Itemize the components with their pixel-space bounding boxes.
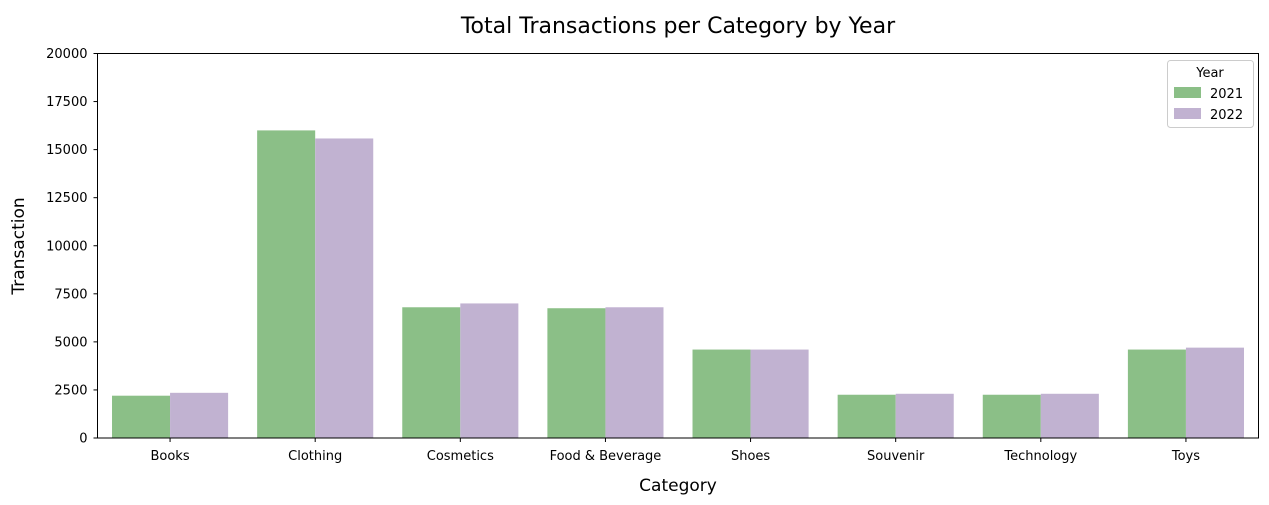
x-tick-label-cosmetics: Cosmetics bbox=[427, 449, 494, 464]
bar-cosmetics-2021 bbox=[402, 307, 461, 438]
y-tick-label: 20000 bbox=[46, 47, 87, 62]
y-tick-label: 17500 bbox=[46, 95, 87, 110]
bar-clothing-2021 bbox=[257, 130, 316, 438]
y-tick-label: 5000 bbox=[54, 335, 87, 350]
x-tick-label-shoes: Shoes bbox=[731, 449, 770, 464]
bar-technology-2021 bbox=[982, 394, 1041, 438]
bar-cosmetics-2022 bbox=[460, 303, 519, 438]
bar-technology-2022 bbox=[1040, 393, 1099, 438]
bar-toys-2021 bbox=[1127, 349, 1186, 438]
y-tick-label: 7500 bbox=[54, 287, 87, 302]
legend-label-2022: 2022 bbox=[1210, 108, 1243, 123]
y-tick-label: 0 bbox=[79, 432, 87, 447]
legend-swatch-2022 bbox=[1174, 108, 1201, 119]
bar-clothing-2022 bbox=[315, 138, 374, 438]
x-tick-label-souvenir: Souvenir bbox=[867, 449, 925, 464]
y-axis-ticks: 0 2500 5000 7500 10000 12500 15000 17500 20000 bbox=[46, 47, 98, 447]
y-tick-label: 12500 bbox=[46, 191, 87, 206]
x-tick-label-clothing: Clothing bbox=[288, 449, 342, 464]
bar-books-2022 bbox=[170, 392, 229, 438]
chart-title: Total Transactions per Category by Year bbox=[460, 14, 896, 39]
x-tick-label-food-and-beverage: Food & Beverage bbox=[550, 449, 662, 464]
legend-swatch-2021 bbox=[1174, 87, 1201, 98]
x-axis-label: Category bbox=[639, 476, 717, 496]
bar-food-and-beverage-2022 bbox=[605, 307, 664, 438]
bar-food-and-beverage-2021 bbox=[547, 308, 606, 438]
bar-books-2021 bbox=[112, 395, 171, 438]
legend-label-2021: 2021 bbox=[1210, 87, 1243, 102]
y-tick-label: 10000 bbox=[46, 239, 87, 254]
y-tick-label: 15000 bbox=[46, 143, 87, 158]
legend: Year 2021 2022 bbox=[1167, 60, 1254, 128]
bar-souvenir-2022 bbox=[895, 393, 954, 438]
bar-shoes-2022 bbox=[750, 349, 809, 438]
x-axis-ticks: Books Clothing Cosmetics Food & Beverage Sho… bbox=[150, 438, 1200, 464]
bars-group bbox=[112, 130, 1244, 438]
plot-area: Books Clothing Cosmetics Food & Beverage Sho… bbox=[46, 47, 1259, 464]
bar-shoes-2021 bbox=[692, 349, 751, 438]
legend-title: Year bbox=[1195, 66, 1224, 81]
y-tick-label: 2500 bbox=[54, 383, 87, 398]
bar-toys-2022 bbox=[1185, 347, 1244, 438]
x-tick-label-technology: Technology bbox=[1003, 449, 1077, 464]
bar-souvenir-2021 bbox=[837, 394, 896, 438]
x-tick-label-toys: Toys bbox=[1171, 449, 1200, 464]
x-tick-label-books: Books bbox=[150, 449, 189, 464]
y-axis-label: Transaction bbox=[9, 197, 29, 295]
